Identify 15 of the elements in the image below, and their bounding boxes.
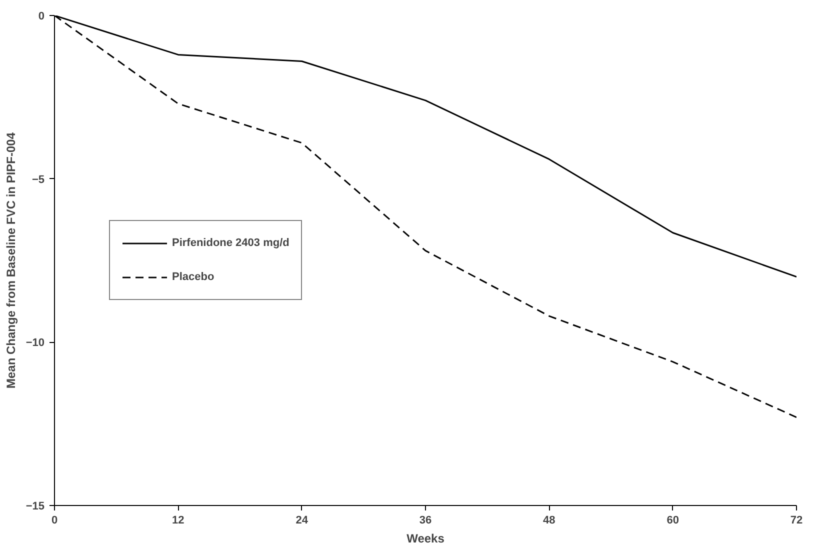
- legend-label: Pirfenidone 2403 mg/d: [172, 237, 290, 249]
- y-axis-title: Mean Change from Baseline FVC in PIPF-004: [4, 132, 18, 389]
- y-tick-label: −5: [32, 174, 45, 186]
- legend-label: Placebo: [172, 271, 214, 283]
- y-tick-label: −10: [26, 337, 45, 350]
- x-tick-label: 36: [419, 514, 432, 526]
- y-tick-label: 0: [38, 10, 45, 22]
- y-tick-label: −15: [26, 500, 45, 512]
- x-tick-label: 48: [543, 514, 556, 526]
- x-tick-label: 12: [172, 514, 184, 526]
- x-tick-label: 0: [51, 514, 58, 526]
- x-tick-label: 24: [296, 514, 309, 526]
- x-axis-title: Weeks: [406, 532, 445, 546]
- x-tick-label: 72: [790, 514, 803, 526]
- x-tick-label: 60: [666, 514, 679, 526]
